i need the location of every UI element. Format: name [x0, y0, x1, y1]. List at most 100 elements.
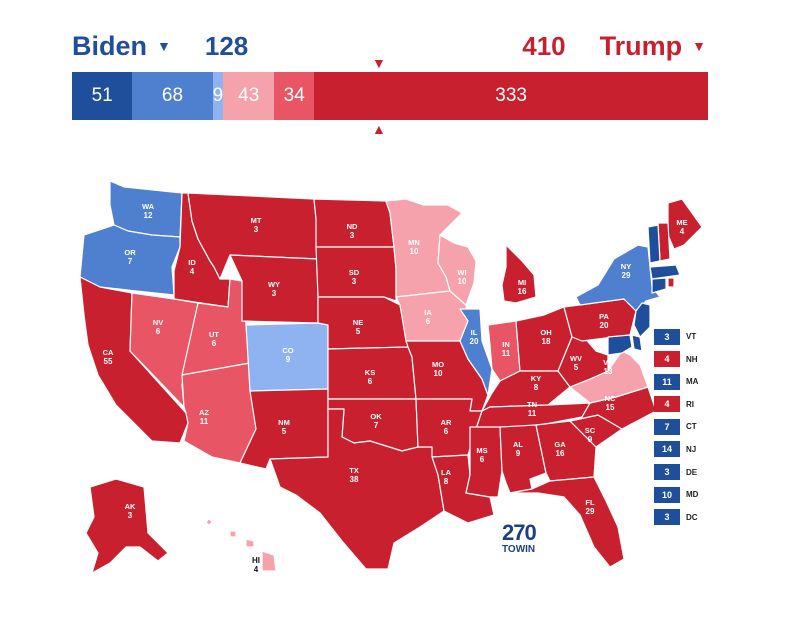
state-label-nv: NV6 — [153, 318, 163, 336]
state-label-ky: KY8 — [531, 374, 541, 392]
state-ev: 9 — [286, 355, 291, 364]
state-ia[interactable] — [395, 290, 469, 342]
small-state-row-nh[interactable]: 4 NH — [654, 351, 714, 368]
state-abbr: WA — [142, 202, 155, 211]
small-state-ev[interactable]: 4 — [654, 351, 680, 368]
small-state-row-md[interactable]: 10 MD — [654, 486, 714, 503]
caret-down-icon[interactable]: ▼ — [692, 38, 706, 54]
state-label-ut: UT6 — [209, 330, 219, 348]
state-label-ms: MS6 — [476, 446, 487, 464]
small-state-abbr: RI — [686, 399, 694, 409]
small-state-row-ri[interactable]: 4 RI — [654, 396, 714, 413]
state-label-la: LA8 — [441, 468, 452, 486]
state-ev: 3 — [352, 277, 357, 286]
state-label-me: ME4 — [676, 218, 687, 236]
dem-candidate-name[interactable]: Biden — [72, 30, 148, 61]
state-label-sc: SC9 — [585, 426, 596, 444]
state-wi[interactable] — [437, 234, 477, 306]
bar-segment-safe-rep: 333 — [314, 72, 708, 120]
caret-down-icon[interactable]: ▼ — [157, 38, 171, 54]
state-abbr: AL — [513, 440, 523, 449]
state-label-ak: AK3 — [125, 502, 136, 520]
triangle-marker-icon: ▼ — [372, 55, 386, 71]
state-label-ar: AR6 — [441, 418, 452, 436]
state-vt[interactable] — [647, 224, 661, 264]
state-abbr: CO — [282, 346, 293, 355]
state-tx[interactable] — [269, 408, 445, 570]
state-nv[interactable] — [129, 292, 199, 408]
state-ct[interactable] — [651, 277, 667, 294]
state-ak[interactable] — [85, 478, 169, 574]
state-label-wv: WV5 — [570, 354, 582, 372]
state-ev: 3 — [272, 289, 277, 298]
small-state-ev[interactable]: 7 — [654, 418, 680, 435]
rep-total: 410 — [522, 30, 566, 61]
state-abbr: TX — [349, 466, 359, 475]
small-state-ev[interactable]: 3 — [654, 509, 680, 526]
hi-ev: 4 — [253, 565, 259, 574]
state-label-ok: OK7 — [370, 412, 382, 430]
state-ev: 10 — [410, 247, 419, 256]
state-abbr: VA — [603, 358, 613, 367]
small-state-row-vt[interactable]: 3 VT — [654, 328, 714, 345]
state-abbr: NM — [278, 418, 290, 427]
state-ri[interactable] — [667, 277, 675, 288]
state-mi[interactable] — [501, 244, 537, 304]
state-label-nd: ND3 — [347, 222, 358, 240]
state-label-nm: NM5 — [278, 418, 290, 436]
small-state-ev[interactable]: 3 — [654, 328, 680, 345]
small-state-row-nj[interactable]: 14 NJ — [654, 441, 714, 458]
state-ev: 11 — [200, 417, 209, 426]
state-abbr: GA — [554, 440, 566, 449]
state-ev: 29 — [586, 507, 595, 516]
state-fl[interactable] — [509, 476, 625, 568]
state-label-ia: IA6 — [424, 308, 432, 326]
state-wy[interactable] — [229, 254, 319, 324]
state-abbr: AZ — [199, 408, 209, 417]
small-state-row-dc[interactable]: 3 DC — [654, 509, 714, 526]
state-la[interactable] — [431, 454, 495, 524]
bar-segment-lean-rep: 43 — [223, 72, 275, 120]
state-ma[interactable] — [649, 264, 681, 280]
small-state-ev[interactable]: 11 — [654, 373, 680, 390]
state-abbr: SD — [349, 268, 360, 277]
state-abbr: ME — [676, 218, 687, 227]
state-ev: 12 — [144, 211, 153, 220]
state-abbr: TN — [527, 400, 537, 409]
state-label-ne: NE5 — [353, 318, 363, 336]
state-de[interactable] — [631, 334, 643, 352]
state-abbr: CA — [103, 348, 114, 357]
state-hi[interactable] — [205, 518, 277, 572]
state-ev: 18 — [542, 337, 551, 346]
small-state-row-ct[interactable]: 7 CT — [654, 418, 714, 435]
small-state-ev[interactable]: 14 — [654, 441, 680, 458]
state-ev: 3 — [254, 225, 259, 234]
state-label-sd: SD3 — [349, 268, 360, 286]
bar-segment-likely-rep: 34 — [274, 72, 315, 120]
small-state-ev[interactable]: 3 — [654, 464, 680, 481]
rep-candidate-name[interactable]: Trump — [599, 30, 683, 61]
small-state-row-ma[interactable]: 11 MA — [654, 373, 714, 390]
small-state-ev[interactable]: 10 — [654, 486, 680, 503]
state-nj[interactable] — [633, 302, 651, 338]
state-label-ks: KS6 — [365, 368, 375, 386]
state-ev: 3 — [350, 231, 355, 240]
small-state-row-de[interactable]: 3 DE — [654, 464, 714, 481]
small-state-ev[interactable]: 4 — [654, 396, 680, 413]
state-az[interactable] — [181, 362, 257, 464]
state-ev: 20 — [470, 337, 479, 346]
state-il[interactable] — [459, 308, 493, 396]
state-md[interactable] — [607, 334, 633, 356]
state-abbr: LA — [441, 468, 452, 477]
